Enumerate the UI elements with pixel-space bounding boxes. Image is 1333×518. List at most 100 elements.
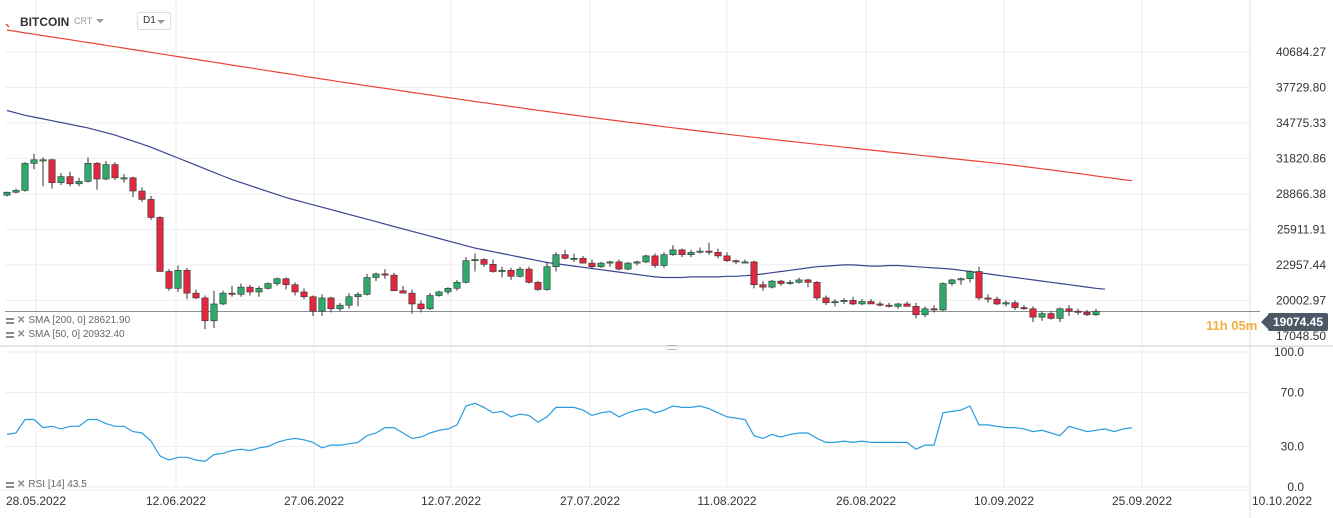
candle-body (1065, 308, 1073, 312)
candle-body (282, 278, 290, 286)
time-tick-label: 10.09.2022 (974, 494, 1034, 508)
candle-body (327, 297, 335, 310)
settings-icon[interactable] (6, 331, 14, 338)
candle-body (624, 262, 632, 270)
candle-body (876, 303, 884, 306)
settings-icon[interactable] (6, 317, 14, 324)
candle-body (498, 270, 506, 272)
candle-body (804, 279, 812, 283)
price-tick-label: 40684.27 (1276, 45, 1326, 59)
candle-body (237, 286, 245, 295)
time-tick-label: 11.08.2022 (697, 494, 756, 508)
close-icon[interactable]: ✕ (17, 315, 26, 326)
candle-body (480, 259, 488, 265)
timeframe-dropdown[interactable]: D1 (137, 12, 171, 30)
candle-body (174, 270, 182, 289)
time-tick-label: 25.09.2022 (1112, 494, 1172, 508)
candle-body (264, 283, 272, 289)
candle-body (183, 270, 191, 294)
candle-body (1092, 311, 1100, 316)
candle-body (129, 177, 137, 192)
candle-body (651, 255, 659, 266)
rsi-legend: ✕ RSI [14] 43.5 (6, 479, 87, 490)
candle-body (93, 163, 101, 180)
candle-body (714, 251, 722, 257)
candle-body (309, 296, 317, 312)
candle-body (1047, 313, 1055, 319)
pane-resize-handle[interactable] (667, 345, 677, 350)
candle-body (561, 254, 569, 259)
timeframe-label: D1 (143, 15, 156, 26)
chevron-down-icon (157, 20, 165, 24)
candle-body (435, 291, 443, 296)
candle-body (723, 255, 731, 261)
candle-body (111, 164, 119, 179)
rsi-tick-label: 100.0 (1274, 345, 1304, 359)
candle-body (246, 286, 254, 293)
candle-body (30, 159, 38, 164)
candle-body (318, 297, 326, 312)
close-icon[interactable]: ✕ (17, 479, 26, 490)
candle-body (399, 290, 407, 294)
candle-body (741, 261, 749, 264)
candle-body (363, 277, 371, 295)
price-tick-label: 31820.86 (1276, 151, 1326, 165)
candle-body (300, 291, 308, 298)
candle-body (444, 288, 452, 293)
candle-body (102, 164, 110, 180)
candle-body (813, 282, 821, 299)
candle-body (1083, 312, 1091, 316)
candle-body (75, 181, 83, 185)
rsi-line (6, 402, 1133, 463)
candle-body (228, 292, 236, 295)
candle-body (84, 163, 92, 182)
candle-body (921, 308, 929, 316)
candle-body (939, 283, 947, 311)
sma200-line-start (5, 23, 10, 28)
candle-body (453, 282, 461, 289)
candle-body (678, 249, 686, 255)
candle-body (669, 249, 677, 255)
rsi-tick-label: 0.0 (1287, 480, 1304, 494)
candle-countdown: 11h 05m (1206, 318, 1258, 333)
candle-body (489, 264, 497, 272)
candle-body (867, 301, 875, 305)
candle-body (39, 159, 47, 162)
candle-body (993, 298, 1001, 305)
candle-body (588, 262, 596, 268)
candle-body (21, 163, 29, 191)
time-tick-label: 27.07.2022 (560, 494, 620, 508)
candle-body (12, 190, 20, 193)
price-tick-label: 28866.38 (1276, 187, 1326, 201)
candle-body (48, 159, 56, 183)
candle-body (984, 297, 992, 300)
rsi-tick-label: 30.0 (1281, 440, 1305, 454)
candle-body (1038, 313, 1046, 318)
candle-body (966, 271, 974, 280)
settings-icon[interactable] (6, 481, 14, 488)
candle-body (696, 250, 704, 253)
candle-body (1020, 307, 1028, 310)
candle-body (201, 297, 209, 322)
candle-body (1011, 302, 1019, 308)
candle-body (822, 297, 830, 304)
candle-body (543, 266, 551, 290)
price-tick-label: 22957.44 (1276, 258, 1326, 272)
candle-body (831, 301, 839, 304)
candle-body (615, 261, 623, 270)
candle-body (795, 279, 803, 283)
candle-body (660, 254, 668, 266)
time-tick-label: 12.07.2022 (421, 494, 481, 508)
candle-body (849, 300, 857, 305)
sma200-line (6, 29, 1133, 182)
account-dropdown[interactable]: CRT (74, 16, 105, 26)
candle-body (759, 284, 767, 288)
rsi-tick-label: 70.0 (1281, 386, 1305, 400)
candle-body (903, 303, 911, 307)
candle-body (165, 271, 173, 289)
close-icon[interactable]: ✕ (17, 329, 26, 340)
candle-body (948, 279, 956, 284)
candle-body (390, 274, 398, 292)
candle-body (381, 273, 389, 276)
